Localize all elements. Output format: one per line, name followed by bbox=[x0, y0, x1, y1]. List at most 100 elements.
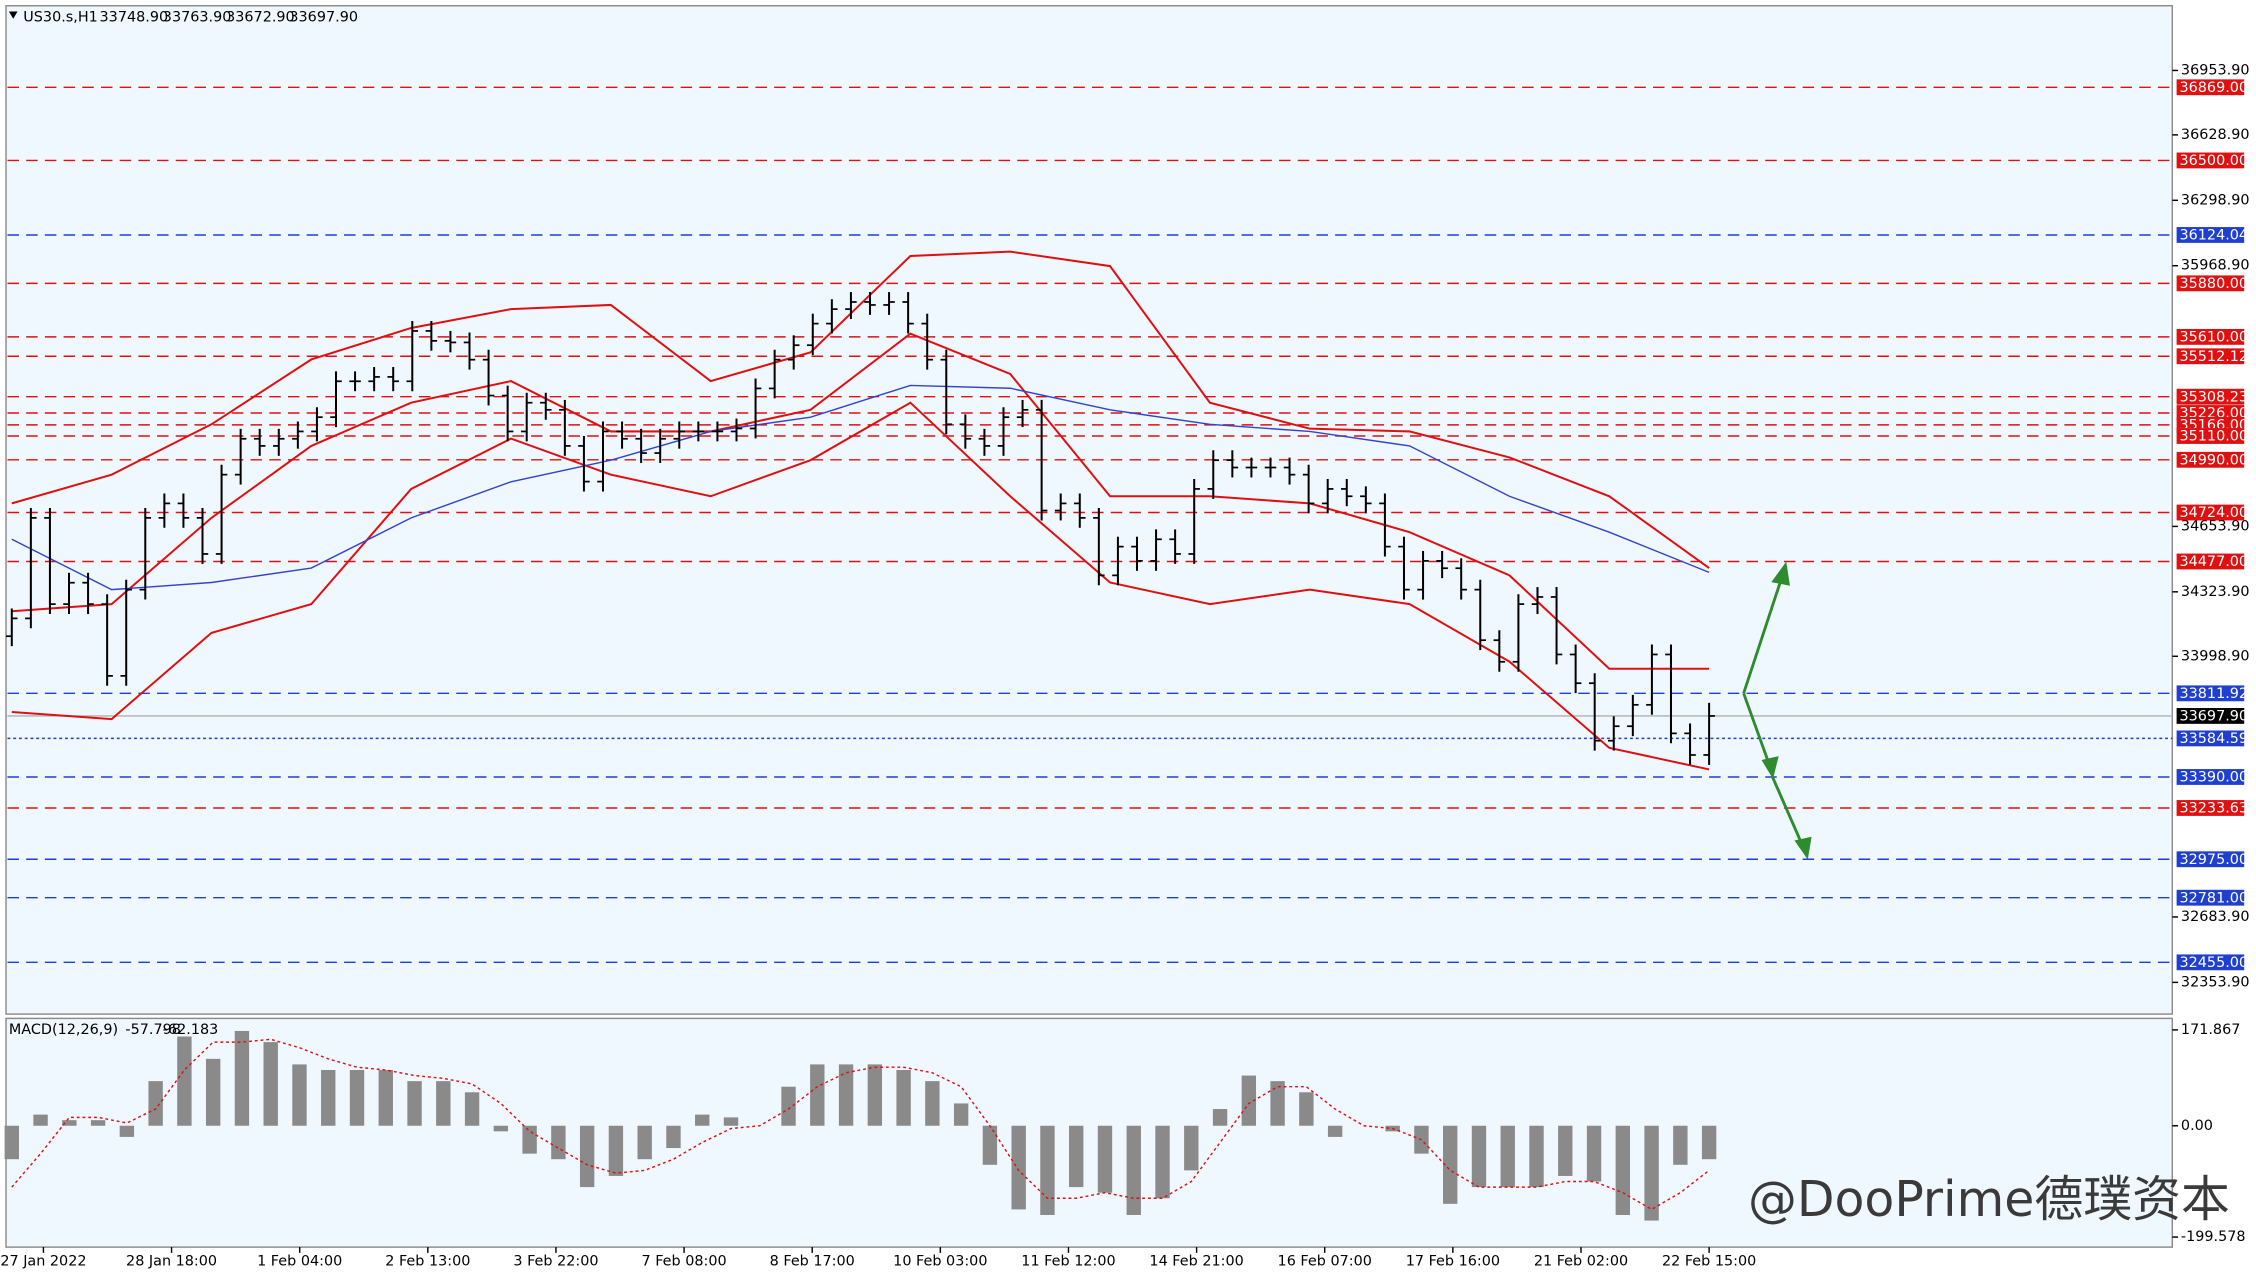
x-tick-label: 14 Feb 21:00 bbox=[1149, 1253, 1243, 1269]
histogram-bar bbox=[1529, 1125, 1544, 1188]
header-close: 33697.90 bbox=[289, 9, 358, 25]
level-label: 36869.00 bbox=[2179, 80, 2248, 96]
x-tick-label: 17 Feb 16:00 bbox=[1406, 1253, 1500, 1269]
histogram-bar bbox=[982, 1125, 998, 1165]
level-label: 34477.00 bbox=[2179, 554, 2248, 570]
level-box bbox=[2176, 851, 2245, 868]
level-box bbox=[2176, 79, 2245, 96]
x-tick-label: 3 Feb 22:00 bbox=[513, 1253, 598, 1269]
level-label: 33584.59 bbox=[2179, 731, 2248, 747]
histogram-bar bbox=[1701, 1125, 1717, 1160]
level-label: 35610.00 bbox=[2179, 330, 2248, 346]
header-high: 33763.90 bbox=[163, 9, 232, 25]
level-box bbox=[2176, 889, 2245, 906]
level-box bbox=[2176, 708, 2245, 724]
level-box bbox=[2176, 348, 2245, 365]
level-box bbox=[2176, 504, 2245, 521]
histogram-bar bbox=[781, 1086, 796, 1126]
level-box bbox=[2176, 227, 2245, 243]
menu-triangle bbox=[8, 11, 18, 19]
level-label: 36500.00 bbox=[2179, 153, 2248, 169]
histogram-bar bbox=[464, 1092, 480, 1126]
histogram-bar bbox=[1644, 1125, 1659, 1221]
x-tick-label: 21 Feb 02:00 bbox=[1534, 1253, 1628, 1269]
histogram-bar bbox=[321, 1069, 336, 1126]
histogram-bar bbox=[436, 1081, 451, 1126]
histogram-bar bbox=[378, 1069, 393, 1126]
y-tick-label: 171.867 bbox=[2181, 1022, 2240, 1038]
level-box bbox=[2176, 328, 2245, 345]
histogram-bar bbox=[579, 1125, 595, 1188]
histogram-bar bbox=[4, 1125, 19, 1160]
histogram-bar bbox=[1615, 1125, 1631, 1215]
histogram-bar bbox=[177, 1036, 192, 1126]
level-box bbox=[2176, 553, 2245, 570]
level-label: 34990.00 bbox=[2179, 453, 2248, 469]
histogram-bar bbox=[493, 1125, 509, 1132]
histogram-bar bbox=[90, 1120, 106, 1126]
level-label: 33811.92 bbox=[2179, 686, 2248, 702]
histogram-bar bbox=[1069, 1125, 1084, 1188]
y-tick-label: 0.00 bbox=[2181, 1118, 2213, 1134]
histogram-bar bbox=[33, 1114, 48, 1126]
level-box bbox=[2176, 275, 2245, 292]
indicator-line bbox=[11, 250, 1710, 569]
histogram-bar bbox=[1126, 1125, 1141, 1215]
chart-header: US30.s,H1 33748.90 33763.90 33672.90 336… bbox=[8, 9, 358, 1038]
histogram-bar bbox=[867, 1064, 883, 1126]
histogram-bar bbox=[953, 1103, 969, 1126]
level-box bbox=[2176, 451, 2245, 468]
histogram-bar bbox=[608, 1125, 624, 1176]
y-tick-label: 36953.90 bbox=[2181, 62, 2250, 78]
histogram-bar bbox=[1586, 1125, 1602, 1182]
arrow-head bbox=[1761, 756, 1779, 780]
level-label: 33390.00 bbox=[2179, 770, 2248, 786]
histogram-bar bbox=[1184, 1125, 1199, 1171]
x-tick-label: 7 Feb 08:00 bbox=[641, 1253, 726, 1269]
histogram-bar bbox=[1212, 1109, 1228, 1126]
level-label: 34724.00 bbox=[2179, 505, 2248, 521]
main-panel bbox=[5, 5, 2174, 1015]
level-label: 32455.00 bbox=[2179, 955, 2248, 971]
histogram-bar bbox=[119, 1125, 135, 1137]
y-tick-label: 32353.90 bbox=[2181, 974, 2250, 990]
macd-title: MACD(12,26,9) bbox=[9, 1022, 118, 1038]
histogram-bar bbox=[1299, 1092, 1314, 1126]
histogram-bar bbox=[896, 1069, 911, 1126]
forecast-arrows bbox=[1742, 561, 1812, 860]
histogram-bar bbox=[1443, 1125, 1458, 1204]
level-box bbox=[2176, 730, 2245, 747]
arrow-head bbox=[1794, 836, 1812, 860]
watermark: @DooPrime德璞资本 bbox=[1748, 1171, 2230, 1228]
level-box bbox=[2176, 769, 2245, 785]
signal-value: -62.183 bbox=[163, 1022, 218, 1038]
indicator-line bbox=[11, 384, 1710, 591]
signal-line bbox=[11, 1038, 1710, 1211]
x-tick-label: 27 Jan 2022 bbox=[0, 1253, 86, 1269]
histogram-bar bbox=[292, 1064, 307, 1126]
arrow-head bbox=[1771, 561, 1790, 586]
x-tick-label: 10 Feb 03:00 bbox=[893, 1253, 987, 1269]
macd-value: -57.798 bbox=[125, 1022, 180, 1038]
y-tick-label: 34323.90 bbox=[2181, 584, 2250, 600]
level-box bbox=[2176, 388, 2245, 405]
level-label: 33697.90 bbox=[2179, 709, 2248, 725]
arrow-down bbox=[1742, 692, 1771, 766]
histogram-bar bbox=[148, 1081, 163, 1126]
histogram-bar bbox=[838, 1064, 854, 1126]
histogram-bar bbox=[723, 1117, 739, 1126]
level-label: 36124.04 bbox=[2179, 228, 2248, 244]
level-box bbox=[2176, 954, 2245, 971]
histogram-bar bbox=[1155, 1125, 1170, 1199]
y-tick-label: 32683.90 bbox=[2181, 909, 2250, 925]
indicator-line bbox=[11, 332, 1710, 670]
header-open: 33748.90 bbox=[100, 9, 169, 25]
histogram-bar bbox=[1471, 1125, 1487, 1188]
histogram-bar bbox=[1097, 1125, 1113, 1193]
histogram-bar bbox=[1241, 1075, 1257, 1126]
y-tick-label: -199.578 bbox=[2181, 1229, 2246, 1245]
histogram-bar bbox=[1011, 1125, 1026, 1210]
y-tick-label: 35968.90 bbox=[2181, 258, 2250, 274]
x-tick-label: 11 Feb 12:00 bbox=[1021, 1253, 1115, 1269]
